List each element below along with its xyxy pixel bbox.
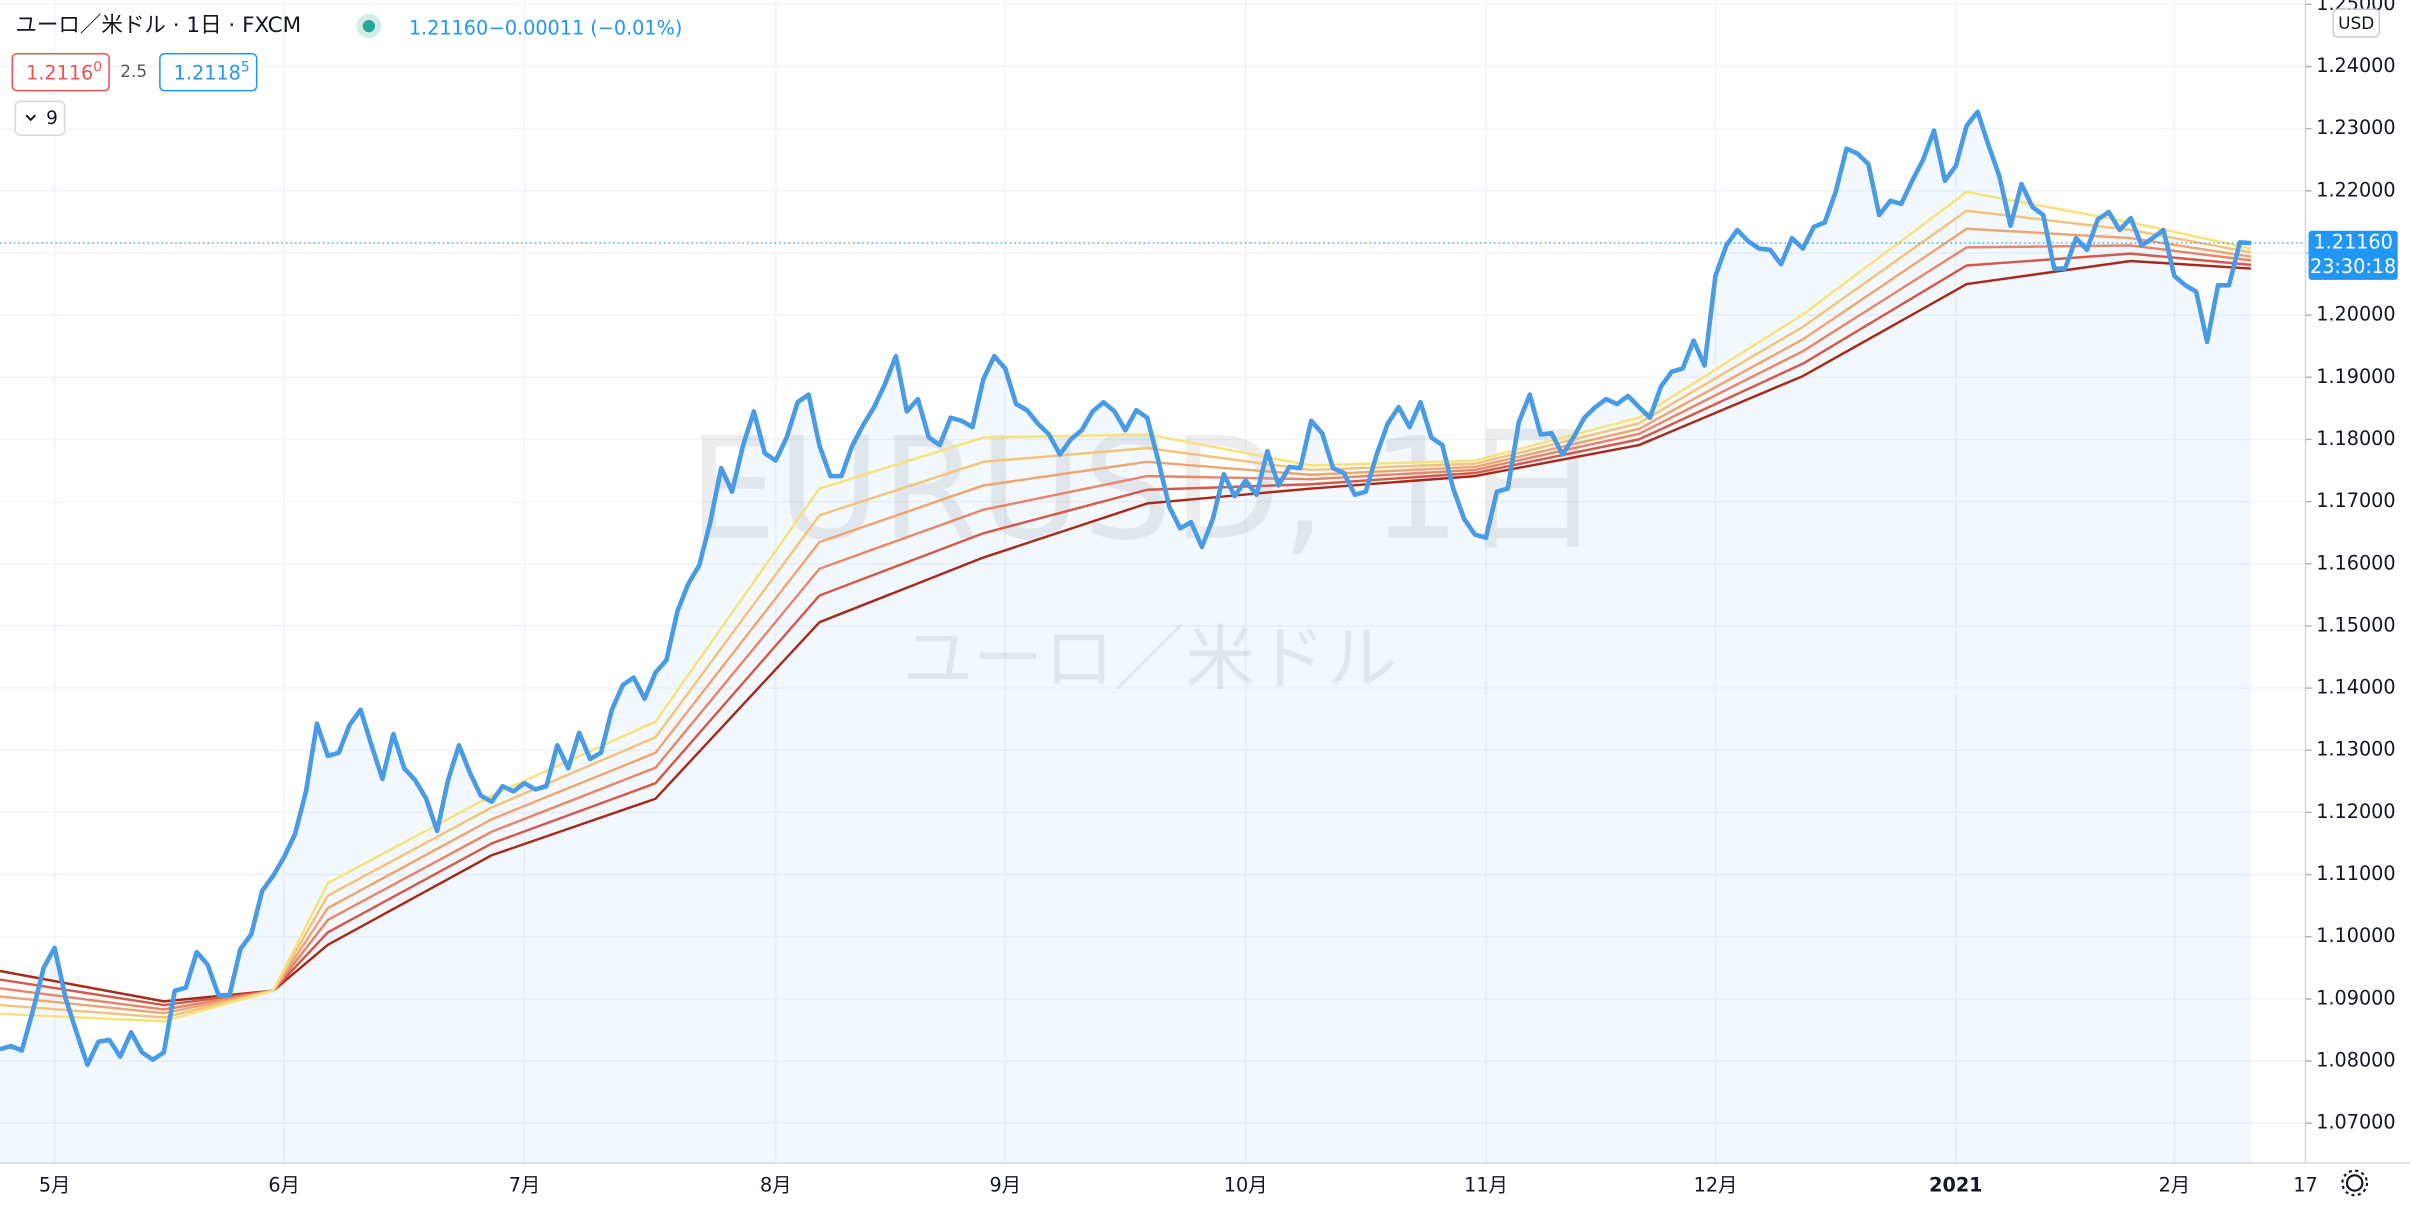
- series-line: [0, 244, 2252, 1011]
- y-tick-label: 1.14000: [2316, 676, 2395, 699]
- y-tick-label: 1.24000: [2316, 54, 2395, 77]
- currency-button[interactable]: [2332, 8, 2381, 38]
- ask-pip: 5: [241, 60, 250, 76]
- last-price-box: [2308, 230, 2398, 280]
- x-tick-label: 17: [2293, 1174, 2317, 1197]
- series-layer: [0, 109, 2306, 1068]
- watermark-subtitle: ユーロ／米ドル: [902, 617, 1397, 700]
- gear: [2345, 1174, 2364, 1192]
- series-line: [0, 109, 2252, 1068]
- y-tick-label: 1.17000: [2316, 489, 2395, 512]
- y-tick-label: 1.23000: [2316, 116, 2395, 139]
- ask: 1.21185: [174, 60, 250, 85]
- x-tick-label: 10月: [1224, 1174, 1268, 1197]
- y-tick-label: 1.16000: [2316, 551, 2395, 574]
- area: [0, 111, 2251, 1163]
- last-price: 1.21160: [409, 17, 488, 40]
- y-tick-label: 1.11000: [2316, 862, 2395, 885]
- x-tick-label: 2021: [1929, 1174, 1982, 1197]
- axes-layer: 1.07000 1.08000 1.09000 1.10000 1.11000 1.120…: [39, 0, 2398, 1197]
- bid-pip: 0: [93, 60, 102, 76]
- last-price-label: 1.21160: [2313, 231, 2392, 254]
- status-dot: [362, 19, 376, 33]
- series-line: [0, 209, 2252, 1019]
- chevron-icon: [25, 114, 37, 122]
- series-line: [0, 252, 2252, 1007]
- currency: USD: [2338, 13, 2374, 33]
- y-tick-label: 1.18000: [2316, 427, 2395, 450]
- time-axis: [0, 1162, 2410, 1206]
- ask-price: 1.2118: [174, 61, 241, 84]
- x-tick-label: 8月: [760, 1174, 791, 1197]
- y-tick-label: 1.10000: [2316, 924, 2395, 947]
- y-tick-label: 1.07000: [2316, 1111, 2395, 1134]
- y-tick-label: 1.22000: [2316, 178, 2395, 201]
- x-tick-label: 2月: [2159, 1174, 2190, 1197]
- plot-area: [0, 0, 2307, 1163]
- buy-button[interactable]: [159, 53, 258, 92]
- series-line: [0, 259, 2251, 1003]
- x-tick-label: 9月: [990, 1174, 1021, 1197]
- indicator-toggle[interactable]: [14, 100, 66, 136]
- y-tick-label: 1.13000: [2316, 738, 2395, 761]
- settings-icon[interactable]: [2341, 1169, 2369, 1197]
- x-tick-label: 12月: [1694, 1174, 1738, 1197]
- x-tick-label: 11月: [1464, 1174, 1508, 1197]
- bid-price: 1.2116: [26, 61, 93, 84]
- y-tick-label: 1.19000: [2316, 365, 2395, 388]
- indicator-count: 9: [46, 108, 58, 129]
- gear-teeth: [2341, 1169, 2369, 1197]
- x-tick-label: 5月: [39, 1174, 70, 1197]
- series-line: [0, 190, 2252, 1023]
- price-change: −0.00011 (−0.01%): [489, 17, 683, 40]
- x-tick-label: 6月: [268, 1174, 299, 1197]
- y-tick-label: 1.20000: [2316, 303, 2395, 326]
- bid: 1.21160: [26, 60, 102, 85]
- symbol: ユーロ／米ドル · 1日 · FXCM: [15, 13, 301, 38]
- price-axis: [2305, 0, 2410, 1206]
- x-tick-label: 7月: [509, 1174, 540, 1197]
- y-tick-label: 1.09000: [2316, 986, 2395, 1009]
- y-tick-label: 1.12000: [2316, 800, 2395, 823]
- sell-button[interactable]: [11, 53, 110, 92]
- spread: 2.5: [120, 61, 147, 81]
- y-tick-label: 1.15000: [2316, 613, 2395, 636]
- series-line: [0, 227, 2252, 1015]
- countdown: 23:30:18: [2310, 255, 2396, 278]
- y-tick-label: 1.08000: [2316, 1049, 2395, 1072]
